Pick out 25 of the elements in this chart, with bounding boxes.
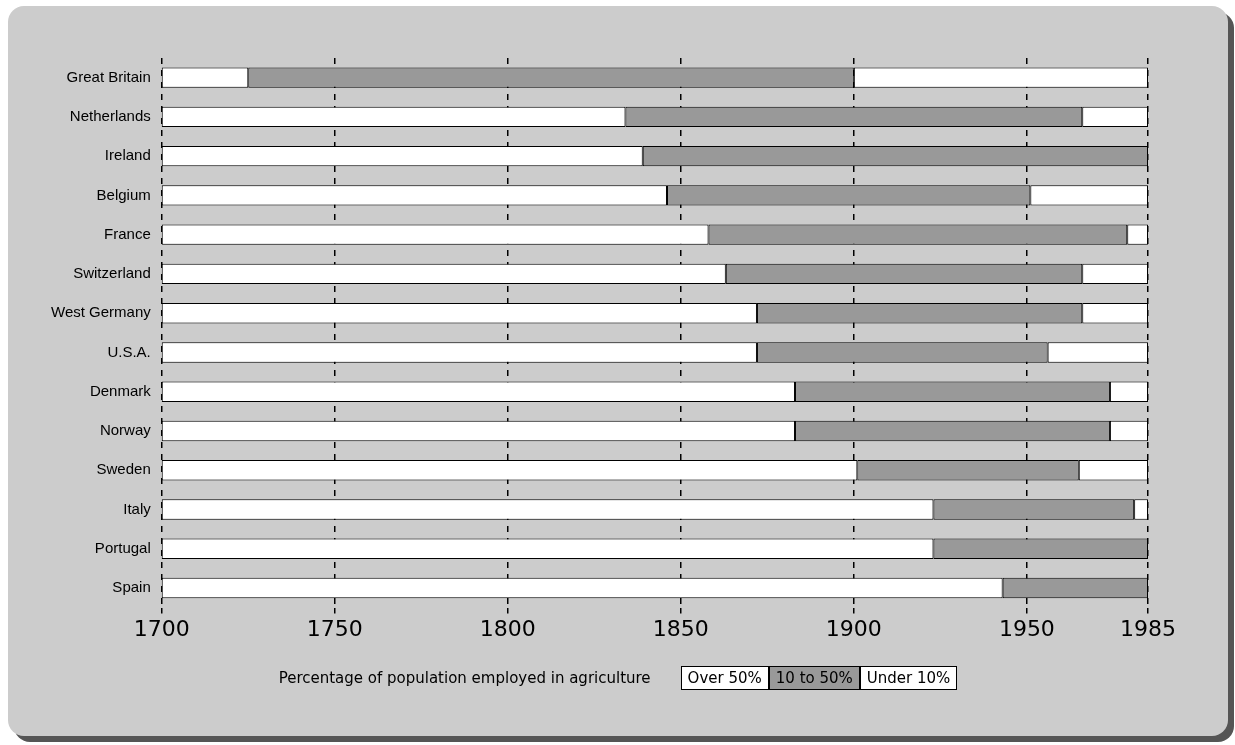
text: Under 10%	[866, 669, 951, 687]
y-tick-label: U.S.A.	[107, 342, 151, 360]
y-tick-label: Norway	[99, 421, 152, 439]
y-tick-label: Denmark	[89, 381, 152, 399]
y-tick-label: West Germany	[51, 303, 152, 321]
x-tick-label: 1950	[998, 615, 1055, 641]
text: 10 to 50%	[775, 669, 853, 687]
legend-title: Percentage of population employed in agriculture	[278, 669, 651, 687]
x-tick-label: 1850	[652, 615, 709, 641]
y-tick-label: Ireland	[104, 146, 151, 164]
x-tick-label: 1700	[133, 615, 190, 641]
y-tick-label: Switzerland	[73, 264, 151, 282]
x-tick-label: 1985	[1120, 615, 1176, 641]
x-tick-label: 1750	[306, 615, 363, 641]
y-tick-label: Portugal	[94, 538, 151, 556]
y-tick-label: France	[104, 224, 151, 242]
x-tick-label: 1800	[479, 615, 536, 641]
y-tick-label: Spain	[112, 578, 151, 596]
x-tick-label: 1900	[825, 615, 882, 641]
y-tick-label: Netherlands	[69, 107, 151, 125]
y-tick-label: Belgium	[96, 185, 151, 203]
y-tick-label: Sweden	[96, 460, 151, 478]
y-tick-label: Italy	[123, 499, 152, 517]
y-tick-label: Great Britain	[66, 67, 151, 85]
text: Over 50%	[687, 669, 762, 687]
